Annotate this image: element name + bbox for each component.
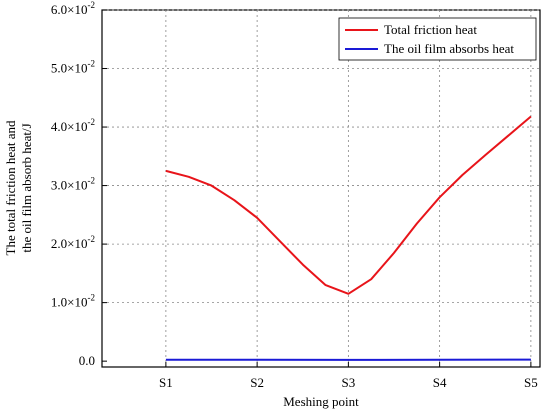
x-axis-title: Meshing point [283,394,359,409]
x-tick-label: S1 [159,375,173,390]
plot-frame [101,9,541,368]
y-tick-label: 2.0×10-2 [51,234,95,251]
x-tick-label: S2 [250,375,264,390]
x-tick-label: S3 [342,375,356,390]
series-line-0 [165,115,532,295]
x-axis-ticks: S1 S2 S3 S4 S5 [159,362,538,390]
y-tick-label: 4.0×10-2 [51,117,95,134]
series-layer [165,115,532,361]
legend-label-oil-film-absorbs-heat: The oil film absorbs heat [384,41,514,56]
y-tick-label: 0.0 [79,353,95,368]
x-tick-label: S5 [524,375,538,390]
legend: Total friction heat The oil film absorbs… [338,17,537,61]
y-tick-label: 3.0×10-2 [51,176,95,193]
y-axis-ticks: 0.0 1.0×10-2 2.0×10-2 3.0×10-2 4.0×10-2 5.0×1… [51,0,107,368]
y-axis-title-line-2: the oil film absorb heat/J [19,123,34,252]
legend-label-total-friction-heat: Total friction heat [384,22,477,37]
x-tick-label: S4 [433,375,447,390]
y-tick-label: 6.0×10-2 [51,0,95,17]
legend-box [338,17,537,61]
y-tick-label: 5.0×10-2 [51,59,95,76]
y-axis-title-line-1: The total friction heat and [3,120,18,256]
y-tick-label: 1.0×10-2 [51,293,95,310]
grid-layer [102,9,540,367]
